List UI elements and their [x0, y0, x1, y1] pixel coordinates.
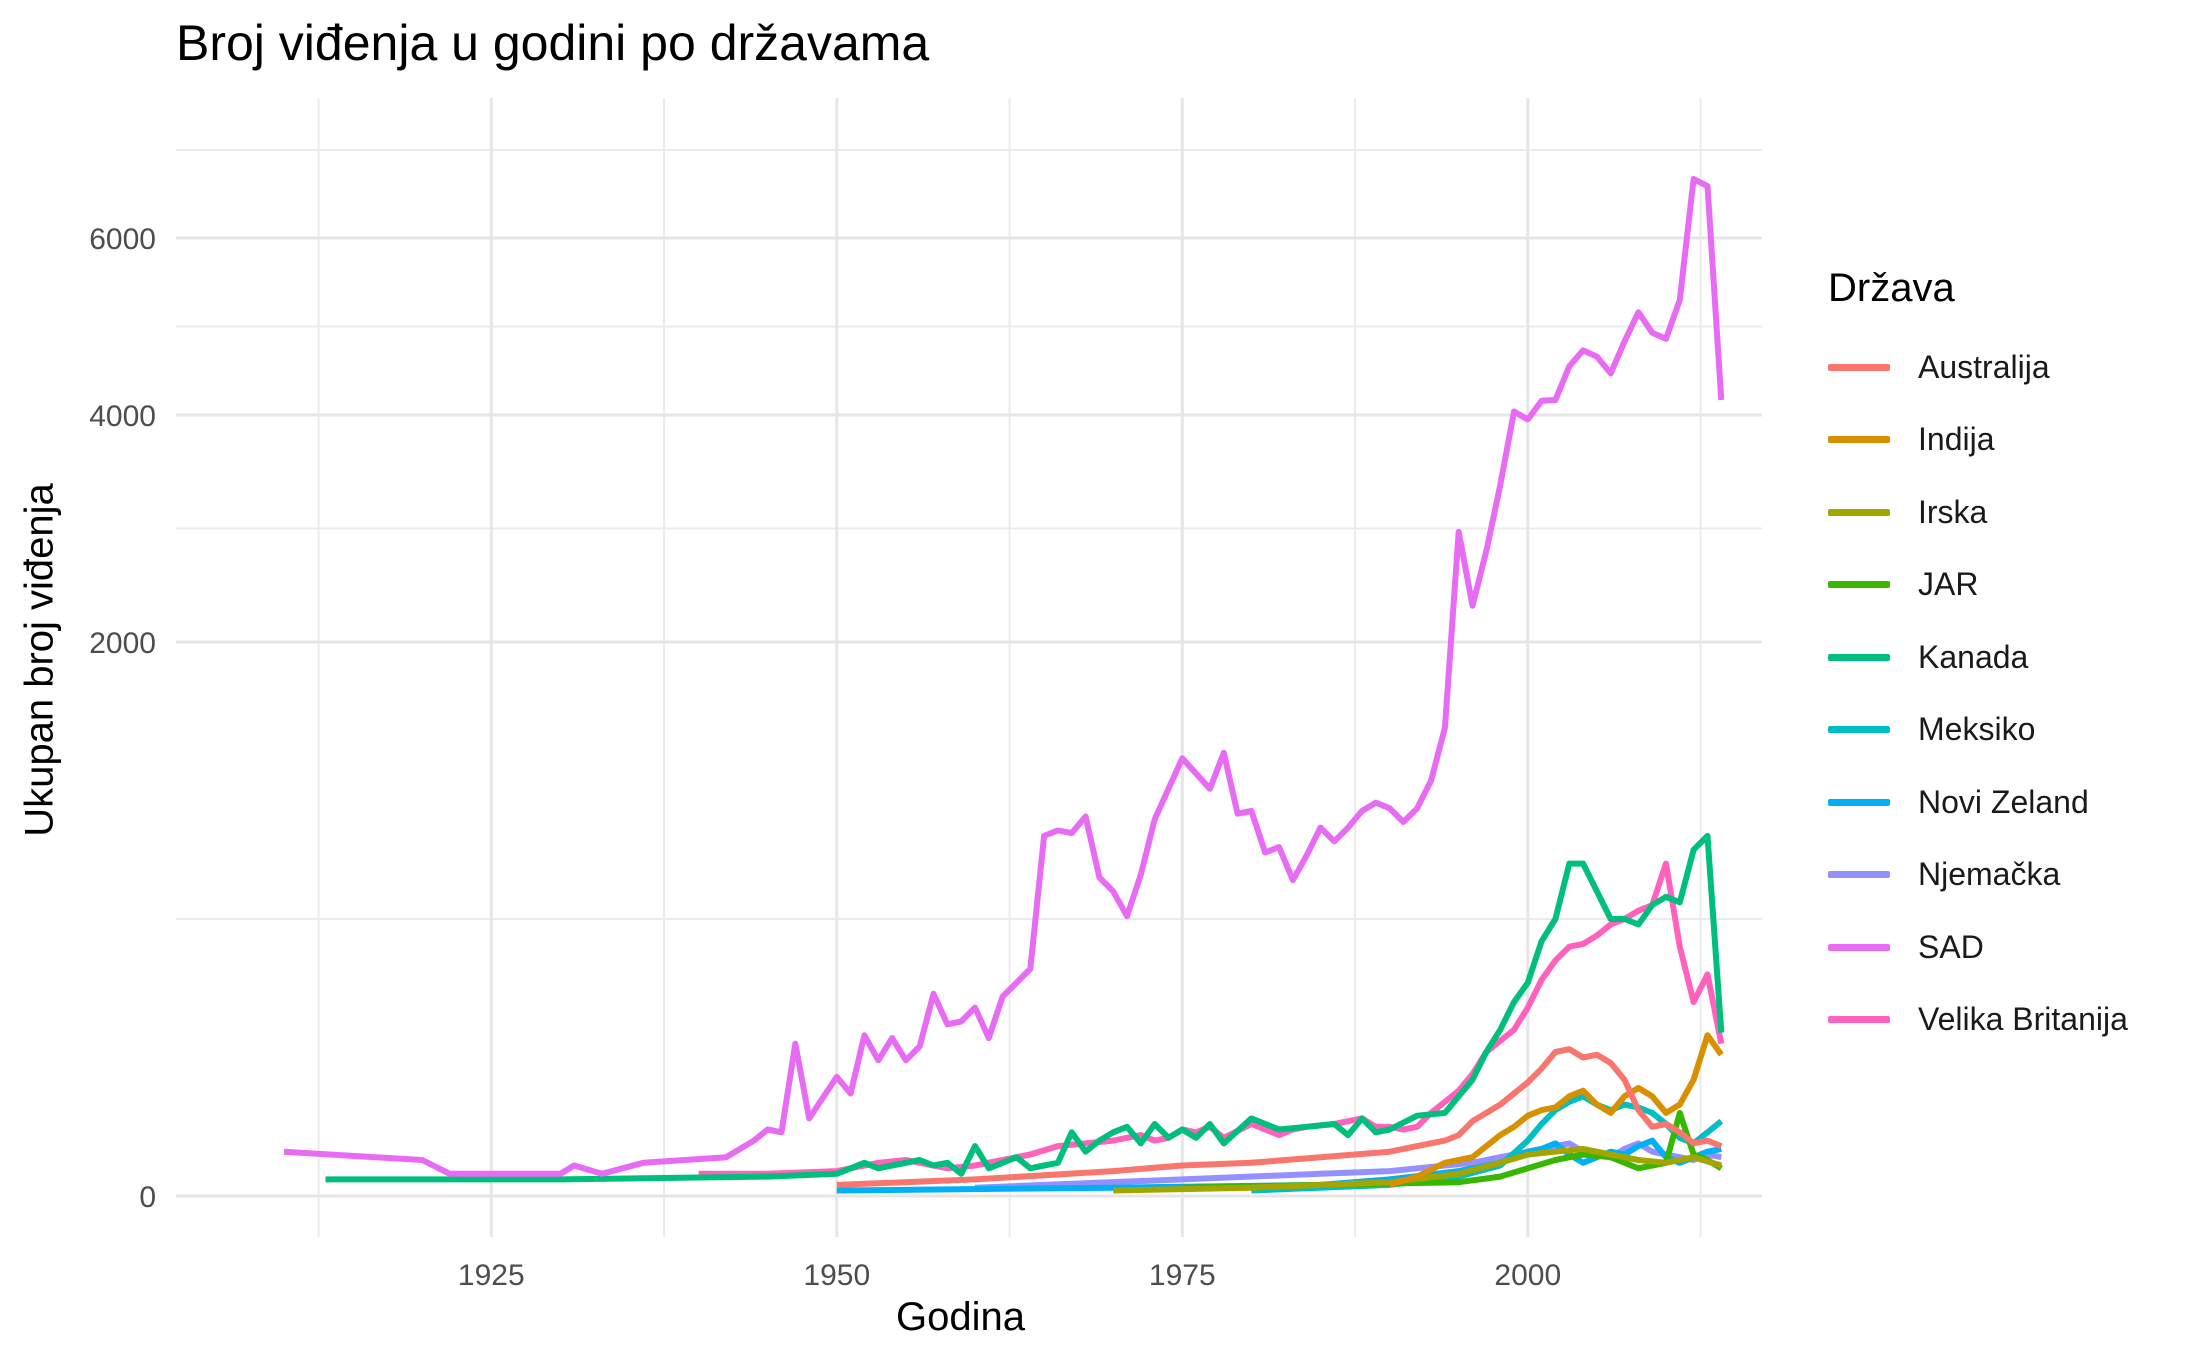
legend-label: SAD	[1918, 928, 1984, 965]
gridlines	[176, 98, 1762, 1237]
legend-item: SAD	[1828, 911, 2128, 984]
legend-item: Meksiko	[1828, 694, 2128, 767]
legend-items: Australija Indija Irska JAR Kanada Meksiko Nov…	[1828, 331, 2128, 1056]
legend-item: Indija	[1828, 404, 2128, 477]
x-axis-label: Godina	[896, 1295, 1025, 1339]
x-tick-label: 1975	[1149, 1259, 1216, 1292]
y-tick-label: 2000	[89, 627, 156, 660]
legend-item: Novi Zeland	[1828, 766, 2128, 839]
legend-label: JAR	[1918, 566, 1979, 603]
tick-labels: 1925 1950 1975 2000 0 2000 4000 6000	[89, 223, 1561, 1292]
legend-swatch	[1828, 363, 1890, 371]
legend-swatch	[1828, 1016, 1890, 1024]
y-tick-label: 6000	[89, 223, 156, 256]
legend-label: Australija	[1918, 348, 2050, 385]
legend-item: Australija	[1828, 331, 2128, 404]
legend-swatch	[1828, 653, 1890, 661]
series-line	[1182, 1109, 1723, 1191]
legend-title: Država	[1828, 266, 1955, 310]
x-tick-label: 1925	[458, 1259, 525, 1292]
legend-label: Njemačka	[1918, 856, 2061, 893]
legend-swatch	[1828, 581, 1890, 589]
chart-title: Broj viđenja u godini po državama	[176, 15, 930, 71]
y-axis-label: Ukupan broj viđenja	[17, 483, 62, 837]
legend-item: Kanada	[1828, 621, 2128, 694]
series-line	[283, 176, 1725, 1177]
legend-label: Indija	[1918, 421, 1995, 458]
legend-item: JAR	[1828, 549, 2128, 622]
legend-swatch	[1828, 871, 1890, 879]
x-tick-label: 2000	[1494, 1259, 1561, 1292]
legend-swatch	[1828, 798, 1890, 806]
legend: Država Australija Indija Irska JAR Kanada Mek…	[1828, 266, 2128, 1056]
series-line	[1388, 1032, 1724, 1188]
legend-swatch	[1828, 726, 1890, 734]
series-line	[325, 832, 1725, 1183]
legend-label: Novi Zeland	[1918, 783, 2089, 820]
legend-swatch	[1828, 508, 1890, 516]
legend-item: Velika Britanija	[1828, 984, 2128, 1057]
legend-item: Irska	[1828, 476, 2128, 549]
y-tick-label: 0	[139, 1181, 156, 1214]
series-line	[836, 1046, 1723, 1188]
series-lines	[283, 176, 1725, 1194]
legend-swatch	[1828, 943, 1890, 951]
legend-label: Irska	[1918, 493, 1988, 530]
x-tick-label: 1950	[803, 1259, 870, 1292]
legend-label: Meksiko	[1918, 711, 2036, 748]
legend-label: Velika Britanija	[1918, 1001, 2128, 1038]
y-tick-label: 4000	[89, 400, 156, 433]
legend-swatch	[1828, 436, 1890, 444]
legend-item: Njemačka	[1828, 839, 2128, 912]
legend-label: Kanada	[1918, 638, 2029, 675]
